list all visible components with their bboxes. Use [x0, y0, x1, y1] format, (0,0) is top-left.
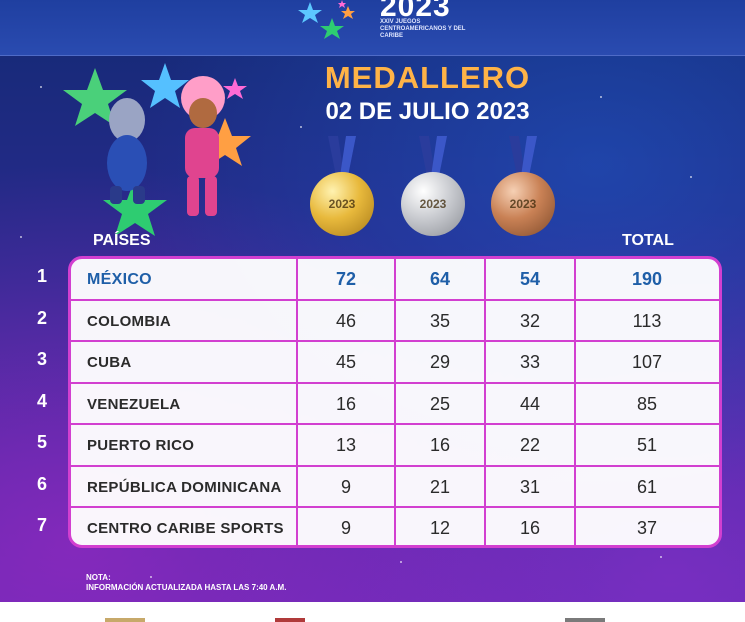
bronze-count: 32: [519, 310, 541, 331]
country-name: VENEZUELA: [87, 395, 181, 413]
header-bar: 2023 XXIV JUEGOS CENTROAMERICANOS Y DEL …: [0, 0, 745, 56]
table-row: PUERTO RICO 13 16 22 51: [71, 425, 719, 467]
total-count: 51: [636, 435, 658, 455]
table-row: VENEZUELA 16 25 44 85: [71, 384, 719, 425]
logo-year: 2023: [380, 0, 451, 23]
silver-count: 16: [429, 435, 451, 455]
bronze-medal-disc: 2023: [491, 172, 555, 236]
gold-count: 45: [335, 352, 357, 372]
ribbon-icon: [509, 136, 537, 176]
gold-medal-disc: 2023: [310, 172, 374, 236]
rank-6: 6: [36, 474, 47, 494]
total-count: 85: [636, 393, 658, 414]
bronze-count: 31: [519, 476, 541, 497]
stars-logo-icon: [298, 0, 355, 39]
gold-medal: 2023: [306, 136, 378, 248]
country-name: REPÚBLICA DOMINICANA: [87, 478, 282, 496]
gold-medal-label: 2023: [328, 197, 356, 211]
page-title: MEDALLERO: [324, 60, 531, 95]
country-name: MÉXICO: [87, 270, 152, 288]
medal-table: MÉXICO 72 64 54 190 COLOMBIA 46 35 32 11…: [68, 256, 722, 548]
rank-2: 2: [36, 308, 47, 328]
silver-count: 29: [429, 352, 451, 372]
table-row: REPÚBLICA DOMINICANA 9 21 31 61: [71, 467, 719, 508]
silver-count: 21: [429, 476, 451, 497]
countries-column-header: PAÍSES: [93, 232, 151, 249]
rank-1: 1: [36, 266, 47, 286]
note-block: NOTA: INFORMACIÓN ACTUALIZADA HASTA LAS …: [86, 573, 286, 593]
gold-count: 9: [340, 476, 351, 497]
silver-count: 35: [429, 310, 451, 331]
country-name: PUERTO RICO: [87, 437, 195, 454]
medal-table-poster: MEDALLERO 02 DE JULIO 2023 2023 2023 202…: [0, 56, 745, 602]
silver-medal: 2023: [397, 136, 469, 248]
silver-count: 64: [429, 269, 451, 289]
rank-4: 4: [36, 391, 47, 411]
column-divider: [394, 259, 396, 545]
note-label: NOTA:: [86, 573, 111, 582]
ribbon-icon: [419, 136, 447, 176]
mascots-illustration-icon: [63, 63, 251, 236]
bronze-medal: 2023: [487, 136, 559, 248]
logo-subtitle: XXIV JUEGOS CENTROAMERICANOS Y DEL CARIB…: [380, 19, 466, 39]
gold-count: 46: [335, 310, 357, 331]
rank-3: 3: [36, 349, 47, 369]
page-date: 02 DE JULIO 2023: [325, 98, 530, 125]
gold-count: 72: [335, 269, 357, 289]
bronze-count: 22: [519, 435, 541, 455]
gold-count: 13: [335, 435, 357, 455]
country-name: CUBA: [87, 354, 132, 371]
table-row: MÉXICO 72 64 54 190: [71, 259, 719, 301]
total-count: 113: [632, 310, 662, 331]
total-count: 61: [636, 476, 658, 497]
total-column-header: TOTAL: [622, 232, 674, 249]
country-name: COLOMBIA: [87, 312, 172, 330]
total-count: 190: [631, 269, 663, 289]
country-name: CENTRO CARIBE SPORTS: [87, 520, 284, 537]
bronze-count: 16: [519, 518, 541, 538]
silver-medal-label: 2023: [419, 197, 447, 211]
silver-medal-disc: 2023: [401, 172, 465, 236]
bronze-count: 54: [519, 269, 541, 289]
table-row: CUBA 45 29 33 107: [71, 342, 719, 384]
ribbon-icon: [328, 136, 356, 176]
column-divider: [296, 259, 298, 545]
bronze-medal-label: 2023: [509, 197, 537, 211]
total-count: 107: [631, 352, 663, 372]
note-text: INFORMACIÓN ACTUALIZADA HASTA LAS 7:40 A…: [86, 583, 287, 592]
bronze-count: 33: [519, 352, 541, 372]
bronze-count: 44: [519, 393, 541, 414]
column-divider: [574, 259, 576, 545]
sponsor-logos-icon: [105, 618, 605, 622]
silver-count: 25: [429, 393, 451, 414]
silver-count: 12: [429, 518, 451, 538]
gold-count: 9: [340, 518, 351, 538]
table-row: CENTRO CARIBE SPORTS 9 12 16 37: [71, 508, 719, 545]
table-row: COLOMBIA 46 35 32 113: [71, 301, 719, 342]
footer-bar: [0, 602, 745, 622]
rank-5: 5: [36, 432, 47, 452]
rank-7: 7: [36, 515, 47, 535]
title-block: MEDALLERO 02 DE JULIO 2023: [0, 60, 745, 126]
total-count: 37: [636, 518, 658, 538]
gold-count: 16: [335, 393, 357, 414]
column-divider: [484, 259, 486, 545]
